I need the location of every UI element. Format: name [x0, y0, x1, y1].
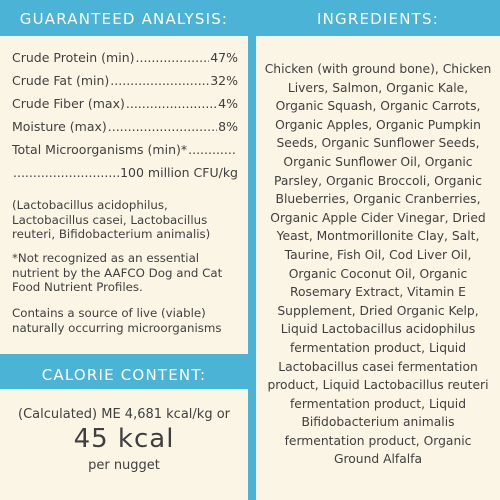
- analysis-label: Crude Fat (min): [12, 73, 110, 88]
- analysis-row-fiber: Crude Fiber (max) 4%: [12, 96, 238, 112]
- analysis-row-microorganisms: Total Microorganisms (min)*: [12, 142, 238, 158]
- calorie-unit: per nugget: [88, 458, 160, 473]
- calorie-content-header: CALORIE CONTENT:: [0, 360, 248, 390]
- footnote: *Not recognized as an essential nutrient…: [12, 251, 223, 294]
- analysis-value: 4%: [218, 96, 238, 111]
- analysis-row-microorganisms-value: 100 million CFU/kg: [12, 165, 238, 181]
- analysis-value: 100 million CFU/kg: [120, 165, 238, 180]
- calorie-calculated: (Calculated) ME 4,681 kcal/kg or: [18, 407, 230, 422]
- analysis-row-protein: Crude Protein (min) 47%: [12, 50, 238, 66]
- analysis-value: 47%: [210, 50, 238, 65]
- guaranteed-analysis-header: GUARANTEED ANALYSIS:: [0, 4, 248, 34]
- calorie-content-panel: (Calculated) ME 4,681 kcal/kg or 45 kcal…: [0, 389, 248, 500]
- leader-dots: [13, 165, 119, 181]
- analysis-label: Moisture (max): [12, 119, 107, 134]
- analysis-value: 8%: [218, 119, 238, 134]
- analysis-label: Total Microorganisms (min)*: [12, 142, 188, 157]
- analysis-row-moisture: Moisture (max) 8%: [12, 119, 238, 135]
- ingredients-list: Chicken (with ground bone), Chicken Live…: [264, 62, 492, 467]
- calorie-per-nugget-value: 45 kcal: [73, 424, 175, 454]
- ingredients-header: INGREDIENTS:: [256, 4, 500, 34]
- leader-dots: [108, 119, 217, 135]
- strain-list: (Lactobacillus acidophilus, Lactobacillu…: [12, 198, 211, 241]
- leader-dots: [136, 50, 210, 66]
- guaranteed-analysis-panel: Crude Protein (min) 47% Crude Fat (min) …: [0, 36, 248, 354]
- analysis-value: 32%: [210, 73, 238, 88]
- leader-dots: [110, 73, 209, 89]
- leader-dots: [188, 142, 237, 158]
- analysis-label: Crude Protein (min): [12, 50, 135, 65]
- analysis-row-fat: Crude Fat (min) 32%: [12, 73, 238, 89]
- analysis-label: Crude Fiber (max): [12, 96, 125, 111]
- source-note: Contains a source of live (viable) natur…: [12, 306, 222, 335]
- leader-dots: [126, 96, 217, 112]
- ingredients-panel: Chicken (with ground bone), Chicken Live…: [256, 36, 500, 500]
